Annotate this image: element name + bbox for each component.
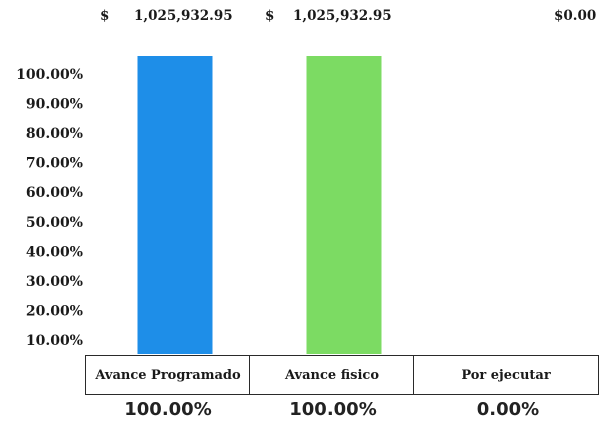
amount-fisico-sign: $: [265, 8, 275, 24]
value-label-por-ejecutar: 0.00%: [476, 399, 540, 420]
category-label-por-ejecutar: Por ejecutar: [413, 355, 599, 395]
y-tick-label: 70.00%: [26, 156, 83, 172]
y-tick-label: 50.00%: [26, 215, 83, 231]
category-label-fisico: Avance fisico: [249, 355, 415, 395]
y-tick-label: 10.00%: [26, 333, 83, 349]
y-tick-label: 60.00%: [26, 185, 83, 201]
value-label-programado: 100.00%: [124, 399, 212, 420]
amount-por-ejecutar: $0.00: [554, 8, 597, 24]
y-tick-label: 40.00%: [26, 244, 83, 260]
y-tick-label: 20.00%: [26, 303, 83, 319]
y-tick-label: 100.00%: [16, 67, 83, 83]
category-label-programado: Avance Programado: [85, 355, 251, 395]
y-tick-label: 90.00%: [26, 97, 83, 113]
amount-programado-sign: $: [100, 8, 110, 24]
y-tick-label: 80.00%: [26, 126, 83, 142]
amount-programado: 1,025,932.95: [134, 8, 233, 24]
value-label-fisico: 100.00%: [289, 399, 377, 420]
bar-2: [306, 56, 382, 354]
bar-1: [137, 56, 213, 354]
y-tick-label: 30.00%: [26, 274, 83, 290]
amount-fisico: 1,025,932.95: [293, 8, 392, 24]
